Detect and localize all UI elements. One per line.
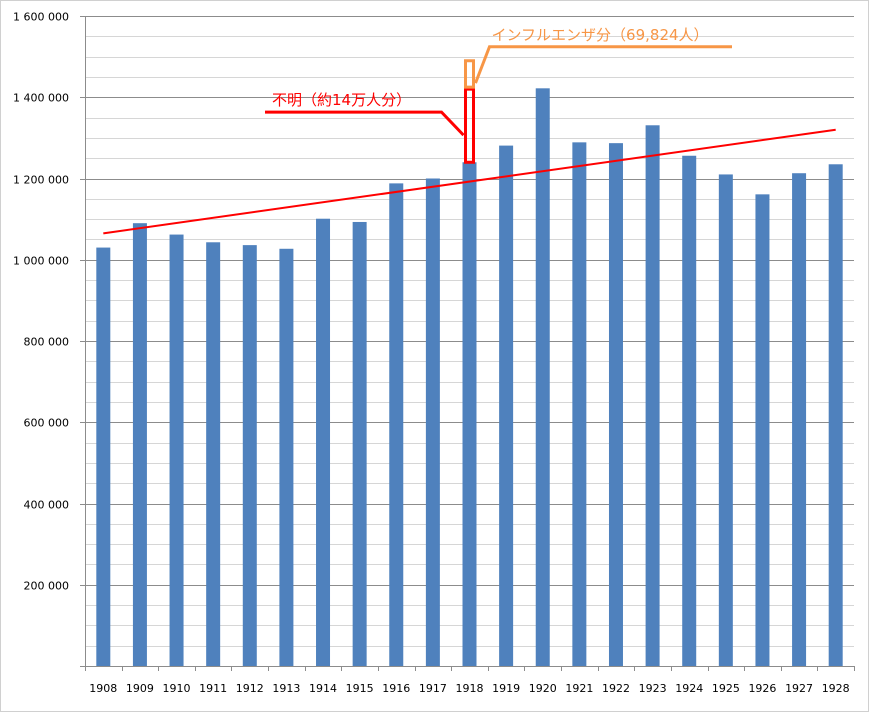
bar-1919: [499, 145, 514, 666]
x-tick-label: 1917: [419, 682, 447, 695]
x-tick-label: 1911: [199, 682, 227, 695]
bar-1910: [169, 234, 184, 666]
influenza-deaths-bracket: [464, 59, 475, 89]
unknown-deaths-label: 不明（約14万人分）: [272, 91, 411, 109]
bar-1920: [535, 88, 550, 666]
x-tick-label: 1914: [309, 682, 337, 695]
y-tick-label: 400 000: [24, 499, 70, 512]
influenza-deaths-leader-line: [474, 45, 732, 84]
x-tick-label: 1908: [89, 682, 117, 695]
x-tick-label: 1926: [748, 682, 776, 695]
bar-1926: [755, 194, 770, 666]
bar-1914: [316, 218, 331, 666]
y-tick-label: 600 000: [24, 417, 70, 430]
trendline-layer: [103, 128, 836, 235]
y-tick-label: 1 600 000: [13, 11, 69, 24]
bar-1908: [96, 247, 111, 666]
bar-1917: [425, 178, 440, 666]
bar-1924: [682, 155, 697, 666]
bar-1921: [572, 142, 587, 666]
x-tick-label: 1920: [529, 682, 557, 695]
bar-1909: [132, 223, 147, 666]
x-tick-label: 1913: [272, 682, 300, 695]
y-tick-label: 1 200 000: [13, 174, 69, 187]
x-tick-label: 1923: [639, 682, 667, 695]
x-tick-label: 1916: [382, 682, 410, 695]
x-tick-label: 1910: [163, 682, 191, 695]
x-tick-label: 1909: [126, 682, 154, 695]
bar-1922: [608, 143, 623, 666]
x-tick-label: 1915: [346, 682, 374, 695]
x-tick-label: 1925: [712, 682, 740, 695]
bar-1927: [792, 173, 807, 666]
bar-1925: [718, 174, 733, 666]
bar-1911: [206, 242, 221, 666]
y-tick-label: 800 000: [24, 336, 70, 349]
bar-1912: [242, 245, 257, 666]
x-tick-label: 1918: [456, 682, 484, 695]
bar-1916: [389, 183, 404, 666]
unknown-deaths-leader-line: [265, 110, 465, 137]
x-tick-label: 1922: [602, 682, 630, 695]
y-tick-label: 1 400 000: [13, 92, 69, 105]
bar-1913: [279, 248, 294, 666]
y-tick-label: 200 000: [24, 580, 70, 593]
axis-layer: 200 000 400 000 600 000 800 000 1 000 000 1 2…: [13, 11, 855, 695]
trendline: [103, 128, 836, 235]
influenza-deaths-label: インフルエンザ分（69,824人）: [492, 26, 709, 44]
unknown-deaths-bracket: [464, 87, 475, 164]
x-tick-label: 1912: [236, 682, 264, 695]
x-tick-label: 1927: [785, 682, 813, 695]
x-tick-label: 1924: [675, 682, 703, 695]
bar-1928: [828, 164, 843, 666]
bar-1915: [352, 221, 367, 666]
bar-1918: [462, 162, 477, 666]
x-tick-label: 1921: [565, 682, 593, 695]
x-tick-label: 1919: [492, 682, 520, 695]
bar-1923: [645, 125, 660, 666]
bars-layer: [96, 88, 843, 666]
annotation-layer: 不明（約14万人分） インフルエンザ分（69,824人）: [265, 26, 732, 164]
x-tick-label: 1928: [822, 682, 850, 695]
y-tick-label: 1 000 000: [13, 255, 69, 268]
